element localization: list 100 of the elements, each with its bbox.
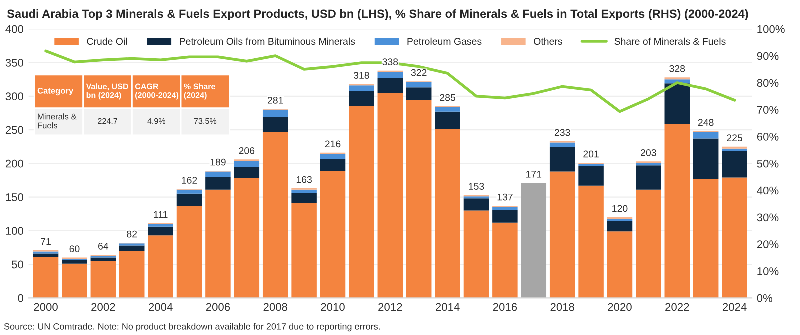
bar	[693, 179, 719, 298]
x-tick-label: 2012	[378, 303, 402, 312]
annotation: 224.7	[98, 118, 118, 124]
y2-tick-label: 10%	[758, 268, 779, 276]
bar	[148, 236, 174, 298]
x-tick-label: 2014	[436, 303, 460, 312]
x-tick-label: 2024	[722, 303, 747, 312]
bar	[578, 166, 604, 186]
bar	[176, 194, 202, 206]
bar	[176, 206, 202, 298]
bar	[550, 172, 576, 298]
bar	[693, 138, 719, 180]
bar	[206, 177, 231, 190]
total-label: 120	[612, 205, 628, 212]
bar	[349, 106, 374, 298]
legend-label: Crude Oil	[87, 38, 128, 46]
x-tick-label: 2018	[550, 303, 574, 312]
total-label: 60	[70, 246, 80, 253]
bar	[435, 112, 460, 130]
y2-tick-label: 40%	[757, 186, 779, 195]
total-label: 137	[498, 194, 513, 201]
bar	[206, 172, 231, 178]
y2-tick-label: 20%	[757, 240, 779, 248]
bar	[119, 246, 145, 252]
bar	[492, 222, 518, 298]
chart-title: Saudi Arabia Top 3 Minerals & Fuels Export Products, USD bn (LHS), % Share of Minerals & Fuels in Total Exports (RHS) (2000-2024)	[7, 9, 748, 20]
bar	[320, 154, 346, 159]
y2-tick-label: 60%	[757, 133, 779, 141]
bar	[664, 84, 690, 124]
bar	[262, 132, 288, 298]
bar	[636, 162, 662, 166]
source-note: Source: UN Comtrade. Note: No product breakdown available for 2017 due to reporting errors.	[4, 323, 380, 332]
total-label: 328	[670, 65, 686, 72]
bar	[636, 190, 662, 298]
x-tick-label: 2008	[264, 303, 288, 312]
y-tick-label: 50	[12, 260, 24, 269]
bar	[664, 124, 690, 298]
bar	[119, 251, 145, 298]
x-tick-label: 2002	[92, 303, 116, 312]
total-label: 318	[354, 72, 370, 80]
bar	[148, 224, 174, 227]
bar	[90, 261, 116, 298]
bar	[636, 166, 662, 190]
total-label: 322	[411, 69, 427, 76]
bar	[378, 93, 404, 298]
bar	[292, 203, 317, 298]
legend-label: Share of Minerals & Fuels	[614, 38, 726, 46]
bar	[33, 257, 59, 298]
bar	[607, 232, 633, 298]
y-tick-label: 350	[6, 59, 24, 67]
total-label: 64	[98, 242, 109, 250]
x-tick-label: 2010	[321, 303, 345, 312]
y-tick-label: 0	[18, 294, 24, 302]
bar	[435, 107, 460, 112]
bar	[464, 210, 490, 298]
bar	[722, 148, 748, 152]
bar	[292, 193, 317, 204]
total-label: 201	[584, 150, 599, 158]
bar	[406, 100, 432, 298]
legend-label: Petroleum Gases	[408, 38, 482, 46]
bar	[406, 82, 432, 88]
total-label: 203	[641, 149, 656, 156]
bar	[406, 88, 432, 100]
annotation: Category	[38, 88, 74, 96]
bar	[492, 210, 518, 223]
bar	[206, 190, 231, 298]
bar	[492, 207, 518, 210]
total-label: 233	[554, 129, 570, 136]
total-label: 225	[727, 134, 742, 142]
bar	[176, 190, 202, 194]
total-label: 281	[268, 97, 284, 104]
bar	[320, 158, 346, 172]
bar	[550, 142, 576, 148]
bar	[693, 132, 719, 139]
total-label: 82	[127, 230, 138, 238]
total-label: 71	[41, 238, 51, 246]
x-tick-label: 2004	[149, 303, 173, 312]
bar	[320, 171, 346, 298]
bar	[62, 260, 88, 264]
y-tick-label: 400	[6, 25, 24, 34]
bar	[148, 226, 174, 236]
bar	[607, 221, 633, 232]
x-tick-label: 2000	[34, 303, 58, 312]
bar	[578, 186, 604, 298]
x-tick-label: 2022	[666, 303, 690, 312]
total-label: 216	[325, 140, 341, 148]
bar	[722, 178, 748, 298]
annotation: 73.5%	[194, 118, 217, 124]
total-label: 248	[698, 119, 714, 126]
annotation: Value, USD bn (2024)	[86, 84, 128, 100]
bar	[349, 86, 374, 92]
annotation: 4.9%	[148, 118, 166, 124]
total-label: 153	[469, 183, 484, 190]
bar	[62, 264, 88, 298]
x-tick-label: 2006	[206, 303, 230, 312]
total-label: 111	[154, 211, 168, 218]
y2-tick-label: 50%	[757, 160, 779, 168]
bar	[464, 198, 490, 211]
total-label: 162	[182, 177, 198, 184]
legend-label: Others	[534, 38, 562, 46]
